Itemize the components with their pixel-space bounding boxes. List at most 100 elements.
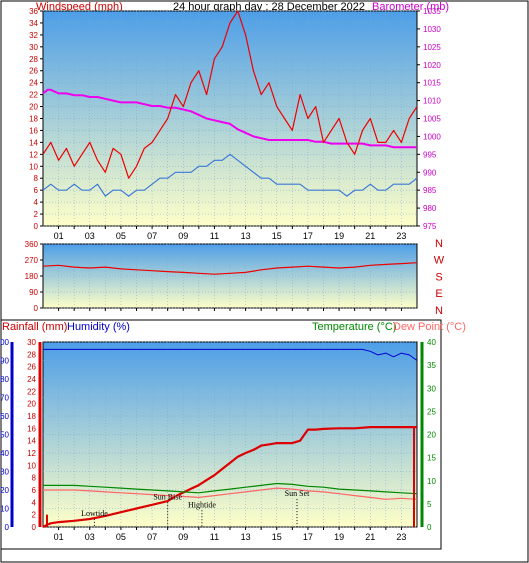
wind-hour-label: 11 <box>210 231 219 241</box>
wind-ytick-label: 8 <box>34 174 39 183</box>
rain-hour-label: 09 <box>178 532 188 542</box>
temperature-label: Temperature (°C) <box>312 321 396 333</box>
wind-ytick-label: 26 <box>29 67 38 76</box>
rain-tick-label: 0 <box>32 523 37 532</box>
baro-ytick-label: 1035 <box>423 7 441 16</box>
wind-hour-label: 09 <box>178 231 188 241</box>
humidity-tick-label: 50 <box>0 431 9 440</box>
event-label: Sun Set <box>285 489 310 498</box>
barometer-line <box>42 88 417 149</box>
wind-hour-label: 05 <box>116 231 126 241</box>
temp-tick-label: 40 <box>427 338 436 347</box>
rain-tick-label: 10 <box>27 461 36 470</box>
temp-tick-label: 30 <box>427 384 436 393</box>
wind-hour-label: 21 <box>365 231 375 241</box>
wind-ytick-label: 32 <box>29 31 38 40</box>
rainfall-label: Rainfall (mm) <box>2 321 67 333</box>
temp-tick-label: 0 <box>427 523 432 532</box>
rain-tick-label: 20 <box>27 400 36 409</box>
wind-ytick-label: 34 <box>29 19 38 28</box>
wind-ytick-label: 36 <box>29 7 38 16</box>
rainfall-line <box>42 426 417 528</box>
rain-tick-label: 8 <box>32 474 37 483</box>
event-label: Hightide <box>188 500 216 509</box>
wind-ytick-label: 4 <box>34 198 39 207</box>
wind-panel-series <box>42 10 418 197</box>
temp-tick-label: 15 <box>427 454 436 463</box>
wind-hour-label: 15 <box>272 231 282 241</box>
humidity-tick-label: 20 <box>0 486 9 495</box>
wind-ytick-label: 10 <box>29 162 38 171</box>
humidity-tick-label: 10 <box>0 505 9 514</box>
wind-panel-axes: 0246810121416182022242628303234369759809… <box>29 7 441 241</box>
compass-letter: E <box>435 288 442 300</box>
rain-tick-label: 28 <box>27 350 36 359</box>
rain-hour-label: 11 <box>210 532 219 542</box>
wind-hour-label: 03 <box>85 231 95 241</box>
temp-tick-label: 35 <box>427 361 436 370</box>
windspeed-title: Windspeed (mph) <box>36 1 123 13</box>
wind-hour-label: 13 <box>241 231 251 241</box>
compass-letter: N <box>435 305 443 317</box>
baro-ytick-label: 995 <box>423 150 437 159</box>
wind-ytick-label: 18 <box>29 115 38 124</box>
event-label: Sun Rise <box>153 492 182 501</box>
rain-hour-label: 01 <box>54 532 64 542</box>
baro-ytick-label: 1005 <box>423 115 441 124</box>
temp-tick-label: 25 <box>427 407 436 416</box>
humidity-tick-label: 30 <box>0 468 9 477</box>
baro-ytick-label: 1030 <box>423 25 441 34</box>
wind_direction-line <box>42 262 418 275</box>
compass-letter: S <box>435 271 442 283</box>
rain-hour-label: 17 <box>303 532 313 542</box>
rain-tick-label: 24 <box>27 375 36 384</box>
wind-ytick-label: 22 <box>29 91 38 100</box>
baro-ytick-label: 975 <box>423 222 437 231</box>
rain-tick-label: 18 <box>27 412 36 421</box>
wind-ytick-label: 16 <box>29 126 38 135</box>
dew_point-line <box>43 487 418 500</box>
rain-hour-label: 15 <box>272 532 282 542</box>
wind-hour-label: 07 <box>147 231 157 241</box>
wind-ytick-label: 28 <box>29 55 38 64</box>
dir-ytick-label: 90 <box>29 288 38 297</box>
wind-hour-label: 17 <box>303 231 313 241</box>
wind_average-line <box>42 153 418 197</box>
temp-tick-label: 10 <box>427 477 436 486</box>
wind-hour-label: 23 <box>396 231 406 241</box>
humidity-tick-label: 90 <box>0 357 9 366</box>
rain-tick-label: 2 <box>32 511 37 520</box>
rain-hour-label: 13 <box>241 532 251 542</box>
event-label: Lowtide <box>81 509 108 518</box>
wind_gust-line <box>42 10 418 179</box>
graph-day-title: 24 hour graph day : 28 December 2022 <box>173 1 365 13</box>
wind-ytick-label: 20 <box>29 103 38 112</box>
baro-ytick-label: 1015 <box>423 79 441 88</box>
temp-tick-label: 20 <box>427 431 436 440</box>
wind-ytick-label: 30 <box>29 43 38 52</box>
wind-hour-label: 19 <box>334 231 344 241</box>
humidity-tick-label: 100 <box>0 338 10 347</box>
temperature-line <box>43 482 418 495</box>
humidity-label: Humidity (%) <box>67 321 130 333</box>
humidity-tick-label: 80 <box>0 375 9 384</box>
rain-tick-label: 30 <box>27 338 36 347</box>
wind-ytick-label: 12 <box>29 150 38 159</box>
wind-ytick-label: 2 <box>34 210 39 219</box>
rain-temp-panel-series: Lowtide Sun Rise Hightide Sun Set <box>42 348 418 528</box>
wind-hour-label: 01 <box>54 231 64 241</box>
direction-panel-series <box>42 262 418 275</box>
rain-hour-label: 19 <box>334 532 344 542</box>
dir-ytick-label: 360 <box>25 240 39 249</box>
wind-ytick-label: 0 <box>34 222 39 231</box>
dew-point-label: Dew Point (°C) <box>393 321 466 333</box>
rain-tick-label: 16 <box>27 424 36 433</box>
barometer-title: Barometer (mb) <box>372 1 449 13</box>
rain-hour-label: 03 <box>85 532 95 542</box>
humidity-tick-label: 60 <box>0 412 9 421</box>
rain-tick-label: 26 <box>27 363 36 372</box>
